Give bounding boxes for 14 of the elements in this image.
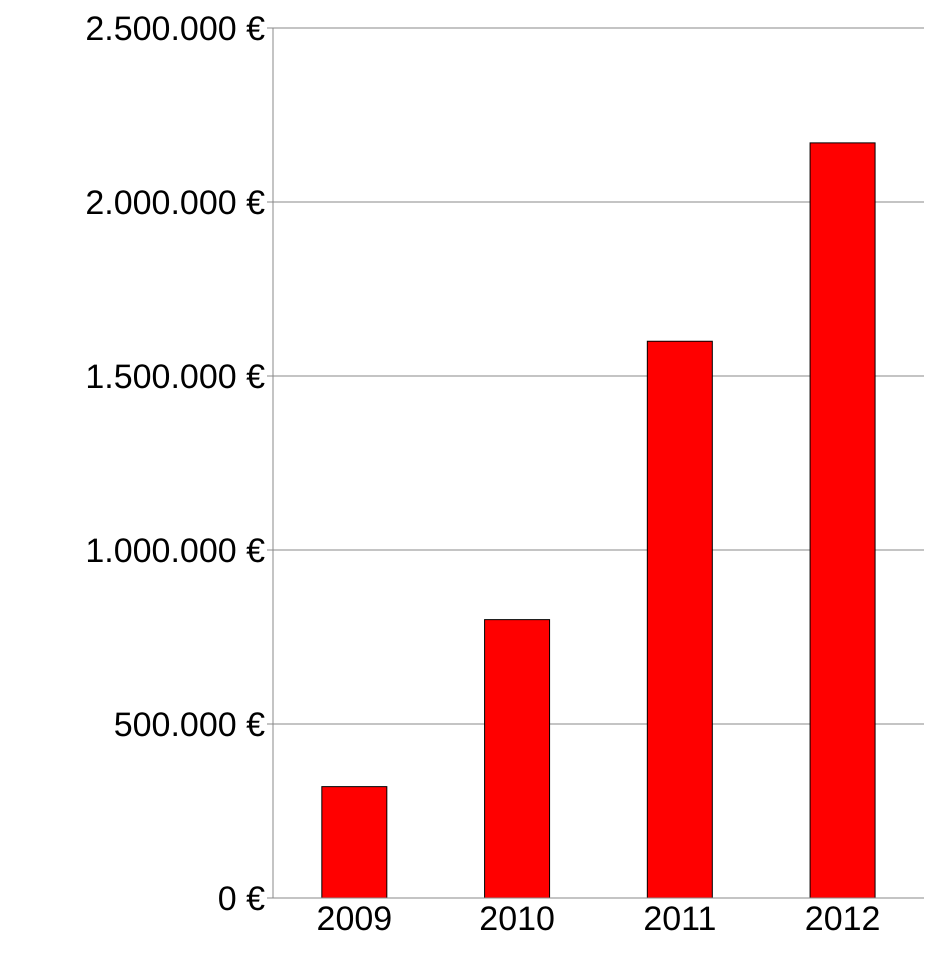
y-tick-label: 1.500.000 € [85, 358, 266, 396]
y-tick-label: 500.000 € [114, 706, 266, 744]
bar [321, 786, 388, 898]
bar [646, 340, 713, 898]
y-tick-label: 1.000.000 € [85, 532, 266, 570]
x-tick-label: 2010 [479, 900, 555, 938]
bar [810, 142, 876, 898]
x-tick-label: 2011 [643, 900, 716, 938]
y-tick-label: 0 € [218, 880, 266, 918]
y-tick-label: 2.500.000 € [85, 10, 266, 48]
bar [484, 619, 550, 898]
x-tick-label: 2009 [316, 900, 392, 938]
y-tick-label: 2.000.000 € [85, 184, 266, 222]
x-tick-label: 2012 [804, 900, 880, 938]
